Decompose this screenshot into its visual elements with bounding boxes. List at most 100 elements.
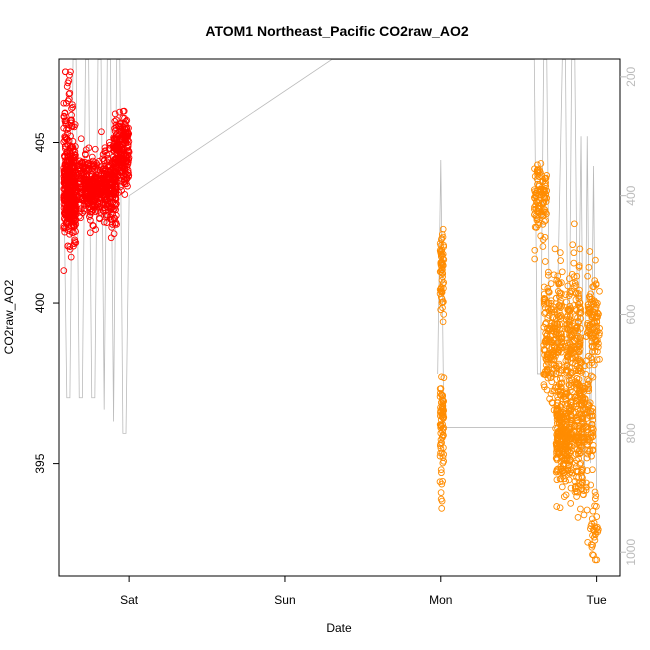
data-point bbox=[553, 402, 561, 410]
data-point bbox=[543, 357, 551, 364]
data-point bbox=[572, 450, 580, 458]
data-point bbox=[570, 343, 578, 351]
data-point bbox=[533, 214, 540, 221]
data-point bbox=[85, 144, 93, 152]
data-point bbox=[566, 426, 573, 433]
data-point bbox=[541, 258, 549, 265]
data-point bbox=[62, 211, 69, 218]
data-point bbox=[64, 197, 71, 205]
data-point bbox=[593, 513, 601, 520]
data-point bbox=[561, 400, 569, 408]
data-point bbox=[82, 151, 89, 159]
data-point bbox=[579, 465, 587, 473]
data-point bbox=[108, 224, 116, 231]
data-point bbox=[120, 176, 128, 183]
data-point bbox=[573, 493, 580, 500]
data-point bbox=[534, 171, 542, 179]
data-point bbox=[553, 448, 560, 456]
y2-tick-label: 200 bbox=[624, 66, 638, 86]
data-point bbox=[67, 190, 74, 197]
data-point bbox=[63, 183, 71, 191]
data-point bbox=[103, 151, 111, 159]
data-point bbox=[575, 290, 582, 297]
data-point bbox=[561, 456, 568, 464]
data-point bbox=[573, 379, 580, 386]
data-point bbox=[537, 160, 545, 167]
data-point bbox=[570, 259, 578, 267]
data-point bbox=[583, 467, 591, 474]
data-point bbox=[556, 289, 564, 297]
data-point bbox=[579, 418, 586, 426]
data-point bbox=[437, 449, 444, 457]
data-point bbox=[545, 299, 553, 307]
data-point bbox=[540, 295, 548, 303]
data-point bbox=[556, 391, 564, 399]
data-point bbox=[570, 249, 578, 257]
data-point bbox=[576, 299, 583, 307]
data-point bbox=[439, 432, 447, 440]
data-point bbox=[439, 225, 447, 233]
data-point bbox=[574, 439, 582, 447]
data-point bbox=[438, 295, 446, 303]
data-point bbox=[545, 288, 552, 296]
data-point bbox=[61, 228, 69, 236]
data-point bbox=[63, 203, 71, 211]
data-point bbox=[596, 324, 603, 332]
data-point bbox=[66, 171, 73, 179]
data-point bbox=[112, 191, 119, 198]
data-point bbox=[565, 318, 573, 326]
data-point bbox=[579, 474, 586, 482]
data-point bbox=[590, 551, 597, 559]
x-tick-label: Sat bbox=[120, 593, 139, 607]
data-point bbox=[82, 172, 90, 180]
data-point bbox=[572, 485, 579, 493]
data-point bbox=[595, 331, 603, 339]
data-point bbox=[68, 202, 75, 209]
data-point bbox=[584, 380, 591, 388]
data-point bbox=[437, 306, 445, 314]
data-point bbox=[584, 450, 591, 458]
data-point bbox=[118, 167, 126, 175]
data-point bbox=[89, 193, 97, 200]
data-point bbox=[587, 481, 595, 489]
data-point bbox=[60, 215, 68, 222]
data-point bbox=[65, 90, 73, 98]
data-point bbox=[72, 220, 80, 228]
data-point bbox=[560, 466, 568, 474]
data-point bbox=[81, 164, 88, 172]
data-point bbox=[437, 385, 445, 392]
data-point bbox=[78, 190, 85, 198]
data-point bbox=[578, 442, 586, 450]
data-point bbox=[110, 230, 118, 238]
data-point bbox=[68, 111, 75, 119]
data-point bbox=[556, 309, 563, 316]
data-point bbox=[543, 386, 551, 394]
data-point bbox=[568, 288, 575, 295]
data-point bbox=[585, 264, 593, 271]
data-point bbox=[119, 154, 127, 162]
data-point bbox=[75, 212, 83, 220]
data-point bbox=[556, 504, 564, 512]
data-point bbox=[588, 420, 596, 428]
data-point bbox=[438, 469, 445, 477]
data-point bbox=[62, 224, 70, 232]
data-point bbox=[60, 209, 68, 217]
data-point bbox=[576, 337, 584, 345]
data-point bbox=[578, 387, 586, 394]
data-point bbox=[554, 278, 562, 286]
data-point bbox=[437, 399, 445, 406]
data-point bbox=[556, 279, 563, 287]
data-point bbox=[558, 375, 566, 382]
data-point bbox=[557, 257, 564, 264]
data-point bbox=[115, 141, 123, 149]
data-point bbox=[547, 280, 555, 287]
data-point bbox=[562, 343, 570, 351]
data-point bbox=[71, 236, 79, 244]
data-point bbox=[586, 248, 594, 255]
data-point bbox=[87, 185, 95, 193]
data-point bbox=[440, 311, 448, 318]
data-point bbox=[88, 179, 96, 187]
data-point bbox=[118, 187, 125, 194]
data-point bbox=[577, 315, 585, 322]
data-point bbox=[87, 205, 95, 213]
